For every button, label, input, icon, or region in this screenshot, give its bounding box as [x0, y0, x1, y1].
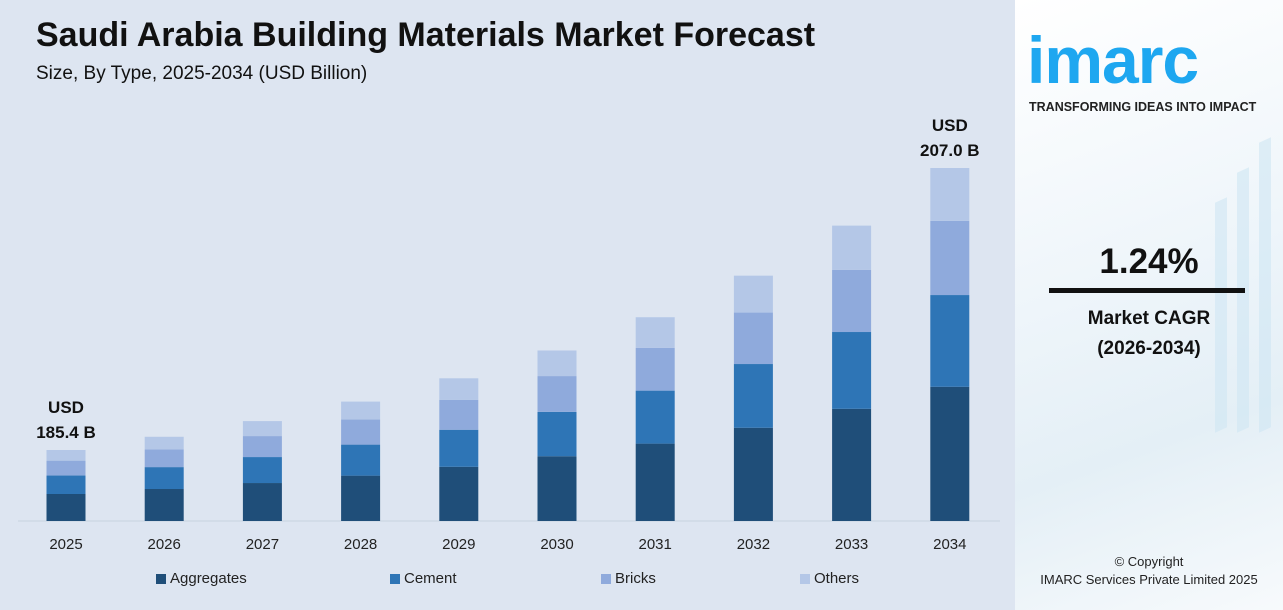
- bar-cement-2025: [46, 475, 86, 495]
- chart-panel: Saudi Arabia Building Materials Market F…: [0, 0, 1015, 610]
- data-label: USD: [48, 398, 84, 417]
- copyright: © Copyright: [1114, 554, 1184, 569]
- x-tick-label: 2026: [148, 536, 181, 553]
- chart-title: Saudi Arabia Building Materials Market F…: [36, 16, 816, 54]
- bar-others-2031: [635, 317, 675, 348]
- bar-aggregates-2029: [439, 466, 479, 521]
- x-tick-label: 2027: [246, 536, 279, 553]
- bar-cement-2034: [930, 295, 970, 387]
- legend-item-others: Others: [800, 570, 859, 587]
- legend-swatch: [601, 573, 611, 584]
- bar-aggregates-2031: [635, 443, 675, 521]
- bar-cement-2033: [832, 332, 872, 409]
- data-label: 185.4 B: [36, 423, 96, 442]
- bar-others-2032: [733, 275, 773, 313]
- x-tick-label: 2031: [639, 536, 672, 553]
- legend-label: Aggregates: [170, 570, 247, 587]
- x-tick-label: 2032: [737, 536, 770, 553]
- imarc-logo: imarc: [1027, 23, 1199, 97]
- cagr-period: (2026-2034): [1097, 338, 1201, 359]
- bar-bricks-2027: [242, 436, 282, 458]
- bar-others-2028: [341, 401, 381, 420]
- bar-cement-2028: [341, 444, 381, 476]
- bar-bricks-2029: [439, 399, 479, 430]
- cagr-label: Market CAGR: [1087, 308, 1211, 329]
- legend-item-cement: Cement: [390, 570, 457, 587]
- x-tick-label: 2028: [344, 536, 377, 553]
- bar-bricks-2034: [930, 220, 970, 296]
- bar-cement-2029: [439, 429, 479, 467]
- legend-label: Others: [814, 570, 860, 587]
- bar-bricks-2033: [832, 269, 872, 333]
- bar-chart: 2025 2026 2027 2028 2029 2030 2031 2032 2033 2034…: [18, 116, 1000, 553]
- bar-others-2026: [144, 436, 184, 450]
- bar-aggregates-2034: [930, 386, 970, 521]
- bar-bricks-2030: [537, 376, 577, 412]
- data-label: USD: [932, 116, 968, 135]
- x-tick-label: 2033: [835, 536, 868, 553]
- bar-cement-2027: [242, 457, 282, 484]
- legend-label: Bricks: [615, 570, 656, 587]
- bar-aggregates-2028: [341, 475, 381, 521]
- divider: [1049, 288, 1245, 293]
- bar-aggregates-2030: [537, 456, 577, 521]
- side-panel: imarc TRANSFORMING IDEAS INTO IMPACT 1.2…: [1015, 0, 1283, 610]
- bar-others-2034: [930, 168, 970, 221]
- legend-swatch: [800, 573, 810, 584]
- bar-aggregates-2025: [46, 494, 86, 521]
- bar-cement-2032: [733, 364, 773, 428]
- bar-cement-2031: [635, 390, 675, 444]
- tagline: TRANSFORMING IDEAS INTO IMPACT: [1029, 100, 1257, 114]
- bar-aggregates-2027: [242, 483, 282, 521]
- bar-others-2030: [537, 350, 577, 377]
- legend-swatch: [156, 573, 166, 584]
- bar-aggregates-2032: [733, 427, 773, 521]
- bar-others-2027: [242, 421, 282, 437]
- bar-others-2025: [46, 450, 86, 461]
- x-tick-label: 2034: [933, 536, 966, 553]
- bar-bricks-2025: [46, 460, 86, 476]
- bar-bricks-2026: [144, 449, 184, 468]
- legend-item-bricks: Bricks: [601, 570, 656, 587]
- legend-swatch: [390, 573, 400, 584]
- x-tick-label: 2025: [49, 536, 82, 553]
- bar-aggregates-2033: [832, 408, 872, 521]
- x-tick-label: 2030: [540, 536, 573, 553]
- bar-cement-2030: [537, 411, 577, 457]
- data-label: 207.0 B: [920, 141, 980, 160]
- bar-bricks-2032: [733, 312, 773, 365]
- bar-cement-2026: [144, 467, 184, 490]
- bar-others-2029: [439, 378, 479, 400]
- x-tick-label: 2029: [442, 536, 475, 553]
- chart-subtitle: Size, By Type, 2025-2034 (USD Billion): [36, 63, 368, 84]
- legend-label: Cement: [404, 570, 457, 587]
- legend-item-aggregates: Aggregates: [156, 570, 247, 587]
- bar-others-2033: [832, 225, 872, 270]
- cagr-value: 1.24%: [1099, 242, 1199, 281]
- bar-aggregates-2026: [144, 489, 184, 521]
- bar-bricks-2028: [341, 419, 381, 445]
- bar-bricks-2031: [635, 347, 675, 391]
- company: IMARC Services Private Limited 2025: [1040, 572, 1258, 587]
